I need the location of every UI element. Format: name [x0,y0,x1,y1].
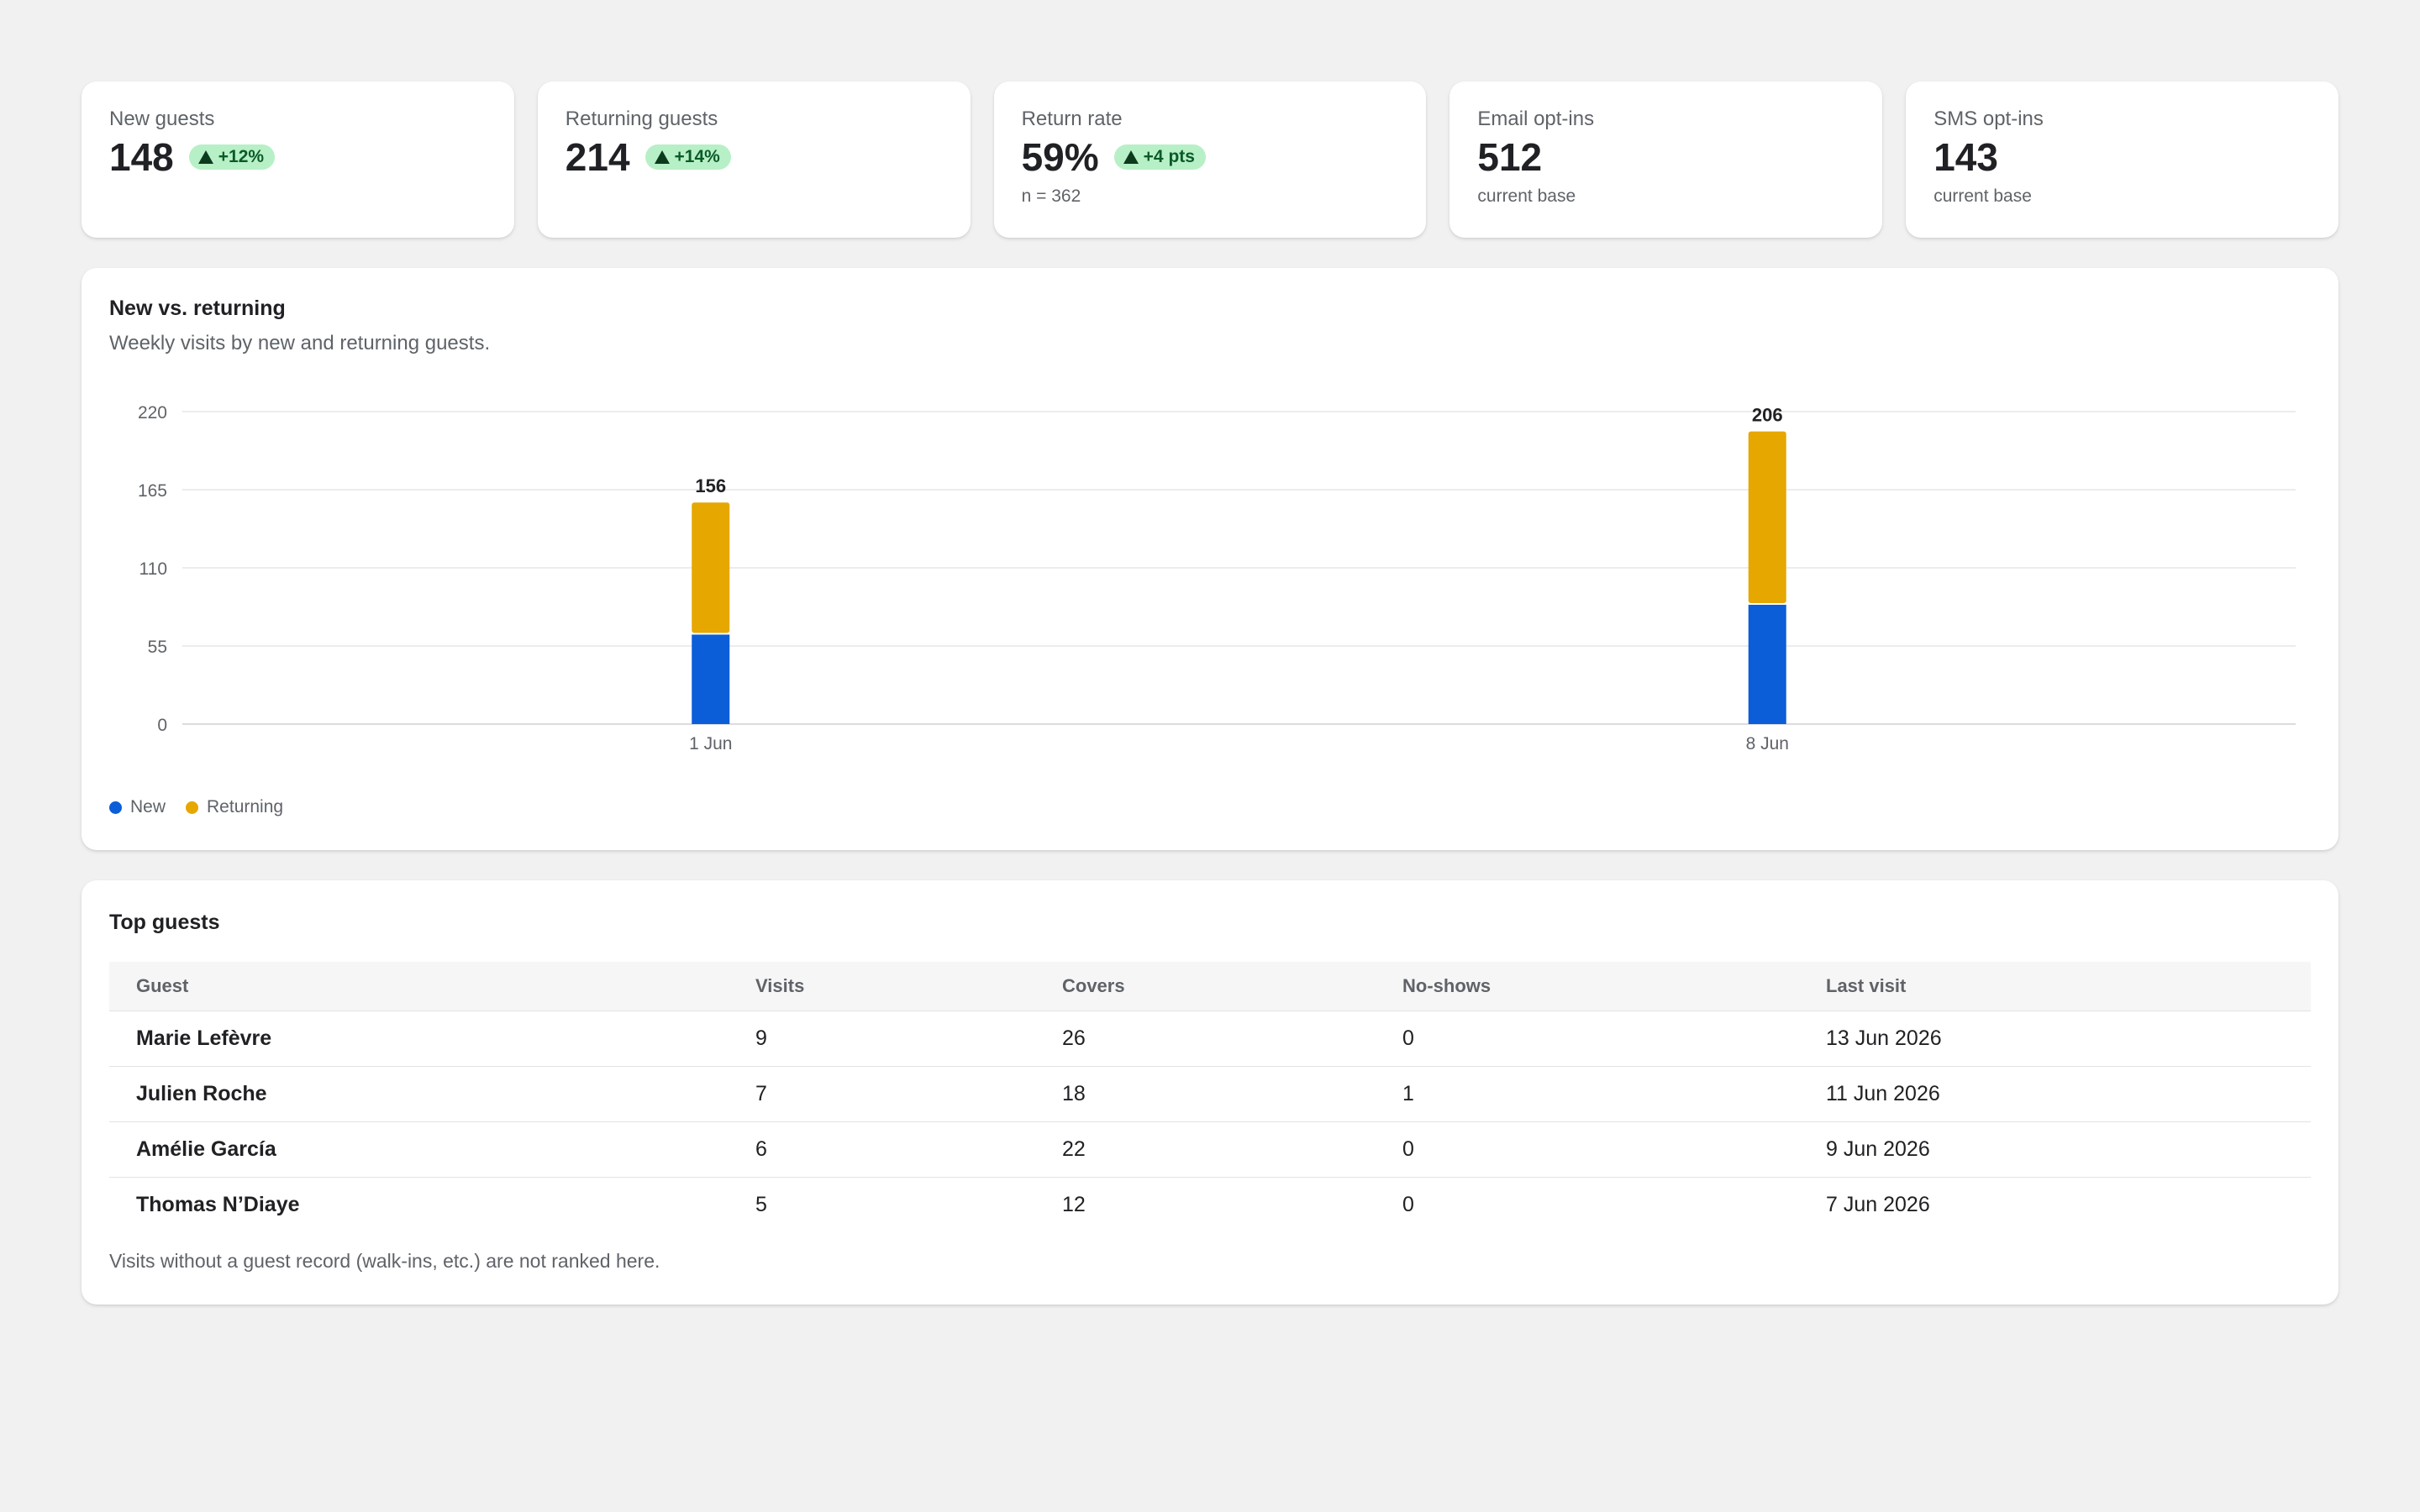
y-tick-label: 0 [157,716,167,735]
column-header-guest[interactable]: Guest [109,962,729,1011]
table-row[interactable]: Marie Lefèvre 9 26 0 13 Jun 2026 [109,1011,2311,1067]
kpi-label: SMS opt-ins [1933,108,2044,130]
bar-segment-new [692,634,730,724]
bar-total-label: 156 [695,475,726,496]
column-header-visits[interactable]: Visits [729,962,1035,1011]
table-header-row: Guest Visits Covers No-shows Last visit [109,962,2311,1011]
top-guests-table: Guest Visits Covers No-shows Last visit … [109,962,2311,1232]
kpi-value: 148 [109,135,174,179]
table-footnote: Visits without a guest record (walk-ins,… [109,1250,660,1272]
last-visit-cell: 7 Jun 2026 [1826,1193,1930,1216]
legend-label: Returning [207,797,284,816]
delta-badge: +12% [188,144,276,170]
x-tick-label: 8 Jun [1746,734,1789,753]
last-visit-cell: 11 Jun 2026 [1799,1066,2311,1122]
legend-label: New [130,797,166,816]
bar-segment-new [1748,604,1786,724]
guest-name: Thomas N’Diaye [136,1193,300,1216]
table-row[interactable]: Amélie García 6 22 0 9 Jun 2026 [109,1121,2311,1178]
kpi-value: 214 [565,135,630,179]
visits-cell: 7 [729,1066,1035,1122]
up-triangle-icon [654,150,670,164]
chart-card: New vs. returning Weekly visits by new a… [82,268,2338,850]
guest-name: Amélie García [109,1121,729,1178]
column-header-no-shows[interactable]: No-shows [1376,962,1799,1011]
delta-text: +12% [218,147,265,166]
guest-name: Julien Roche [109,1066,729,1122]
kpi-card-new-guests: New guests 148 +12% [82,81,514,238]
delta-text: +4 pts [1143,147,1195,166]
kpi-sub: n = 362 [1021,186,1081,206]
kpi-label: New guests [109,108,215,130]
no-shows-cell: 0 [1376,1121,1799,1178]
kpi-label: Email opt-ins [1477,108,1595,130]
bar-segment-returning [692,502,730,633]
bar-segment-returning [1748,431,1786,603]
chart-subtitle: Weekly visits by new and returning guest… [109,332,491,354]
delta-badge: +14% [644,144,731,170]
kpi-card-returning-guests: Returning guests 214 +14% [537,81,971,238]
kpi-value: 143 [1933,135,1998,179]
kpi-row: New guests 148 +12% Returning guests 214… [82,81,2338,238]
kpi-value: 512 [1477,135,1543,179]
up-triangle-icon [197,150,213,164]
kpi-label: Return rate [1021,108,1123,130]
table-row[interactable]: Julien Roche 7 18 1 11 Jun 2026 [109,1066,2311,1122]
guest-name: Marie Lefèvre [109,1011,729,1067]
visits-cell: 9 [729,1011,1035,1067]
no-shows-cell: 0 [1376,1011,1799,1067]
delta-text: +14% [674,147,720,166]
y-tick-label: 110 [139,559,167,579]
chart-legend: New Returning [109,797,283,817]
delta-badge: +4 pts [1113,144,1206,170]
bar-total-label: 206 [1752,405,1783,426]
up-triangle-icon [1123,150,1139,164]
table-row[interactable]: Thomas N’Diaye 5 12 0 7 Jun 2026 [109,1178,2311,1233]
legend-swatch [186,801,199,814]
covers-cell: 26 [1035,1011,1376,1067]
kpi-sub: current base [1477,186,1576,206]
dashboard: New guests 148 +12% Returning guests 214… [82,81,2338,1305]
kpi-value: 59% [1021,135,1099,179]
visits-cell: 5 [755,1193,767,1216]
legend-item-returning: Returning [186,797,283,817]
covers-cell: 18 [1035,1066,1376,1122]
kpi-card-email-opt-ins: Email opt-ins 512 current base [1449,81,1883,238]
no-shows-cell: 0 [1402,1193,1414,1216]
y-tick-label: 165 [138,481,167,501]
visits-cell: 6 [729,1121,1035,1178]
y-tick-label: 55 [148,638,167,657]
covers-cell: 22 [1035,1121,1376,1178]
stacked-bar-chart: 0 55 110 165 220 156 1 Jun 206 8 Jun [138,403,2296,753]
x-tick-label: 1 Jun [689,734,732,753]
kpi-card-return-rate: Return rate 59% +4 pts n = 362 [993,81,1427,238]
top-guests-card: Top guests Guest Visits Covers No-shows … [82,880,2338,1305]
covers-cell: 12 [1062,1193,1086,1216]
column-header-covers[interactable]: Covers [1035,962,1376,1011]
last-visit-cell: 13 Jun 2026 [1799,1011,2311,1067]
kpi-sub: current base [1933,186,2032,206]
last-visit-cell: 9 Jun 2026 [1799,1121,2311,1178]
kpi-label: Returning guests [565,108,718,130]
legend-item-new: New [109,797,166,817]
chart-title: New vs. returning [109,297,286,320]
no-shows-cell: 1 [1376,1066,1799,1122]
y-tick-label: 220 [138,403,167,423]
column-header-last-visit[interactable]: Last visit [1799,962,2311,1011]
kpi-card-sms-opt-ins: SMS opt-ins 143 current base [1906,81,2338,238]
table-title: Top guests [109,911,220,934]
legend-swatch [109,801,122,814]
